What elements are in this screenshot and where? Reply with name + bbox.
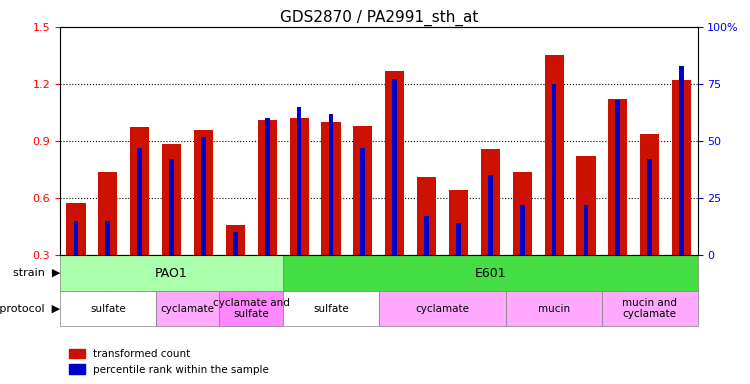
Bar [544, 55, 564, 255]
Bar [481, 149, 500, 255]
Bar [616, 100, 620, 255]
Bar [290, 118, 309, 255]
Bar [608, 99, 627, 255]
FancyBboxPatch shape [284, 255, 698, 291]
Bar [265, 118, 269, 255]
Bar [353, 126, 372, 255]
Bar [386, 71, 404, 255]
Bar [456, 223, 460, 255]
Bar [672, 80, 692, 255]
Bar [74, 221, 78, 255]
Bar [258, 120, 277, 255]
Bar [297, 107, 302, 255]
Bar [226, 225, 245, 255]
Bar [98, 172, 117, 255]
Text: sulfate: sulfate [313, 304, 349, 314]
FancyBboxPatch shape [284, 291, 379, 326]
Bar [233, 232, 238, 255]
FancyBboxPatch shape [60, 255, 284, 291]
Text: cyclamate and
sulfate: cyclamate and sulfate [213, 298, 290, 319]
Bar [640, 134, 659, 255]
Bar [321, 122, 340, 255]
Bar [170, 159, 174, 255]
Bar [513, 172, 532, 255]
Bar [584, 205, 588, 255]
FancyBboxPatch shape [506, 291, 602, 326]
Bar [361, 148, 365, 255]
FancyBboxPatch shape [156, 291, 219, 326]
Text: mucin and
cyclamate: mucin and cyclamate [622, 298, 677, 319]
FancyBboxPatch shape [602, 291, 698, 326]
FancyBboxPatch shape [379, 291, 506, 326]
Title: GDS2870 / PA2991_sth_at: GDS2870 / PA2991_sth_at [280, 9, 478, 25]
Bar [194, 130, 213, 255]
Text: cyclamate: cyclamate [416, 304, 470, 314]
Text: strain  ▶: strain ▶ [13, 268, 60, 278]
Bar [552, 84, 556, 255]
Legend: transformed count, percentile rank within the sample: transformed count, percentile rank withi… [65, 345, 273, 379]
Bar [576, 156, 596, 255]
Text: sulfate: sulfate [90, 304, 126, 314]
Bar [66, 203, 86, 255]
Bar [520, 205, 524, 255]
Text: mucin: mucin [538, 304, 570, 314]
Text: cyclamate: cyclamate [160, 304, 214, 314]
Bar [201, 137, 206, 255]
FancyBboxPatch shape [60, 291, 156, 326]
Text: PAO1: PAO1 [155, 266, 188, 280]
FancyBboxPatch shape [219, 291, 284, 326]
Bar [328, 114, 333, 255]
Bar [106, 221, 110, 255]
Bar [448, 190, 468, 255]
Text: growth protocol  ▶: growth protocol ▶ [0, 304, 60, 314]
Bar [488, 175, 493, 255]
Bar [680, 66, 684, 255]
Bar [417, 177, 436, 255]
Bar [392, 79, 397, 255]
Bar [424, 217, 429, 255]
Bar [130, 127, 149, 255]
Bar [137, 148, 142, 255]
Text: E601: E601 [475, 266, 506, 280]
Bar [647, 159, 652, 255]
Bar [162, 144, 182, 255]
